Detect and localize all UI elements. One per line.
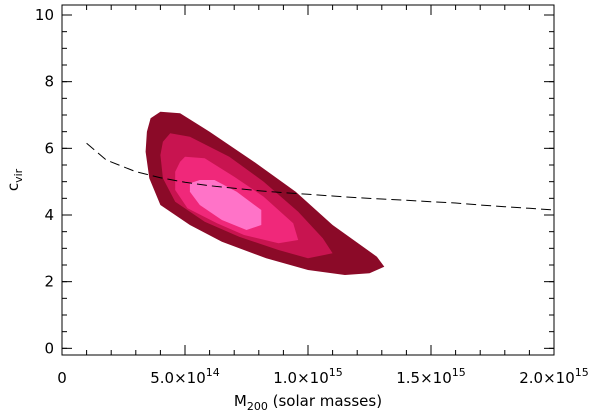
contour-layer — [145, 111, 385, 275]
x-axis-title-rest: (solar masses) — [268, 392, 382, 410]
y-tick-label: 4 — [44, 206, 54, 224]
y-tick-label: 6 — [44, 139, 54, 157]
x-tick-label: 5.0×1014 — [150, 366, 220, 387]
x-axis-title: M200 (solar masses) — [234, 392, 382, 413]
y-axis-title-sub: vir — [12, 168, 25, 183]
y-tick-label: 2 — [44, 273, 54, 291]
contour-level-4 — [189, 180, 262, 230]
x-tick-label: 1.5×1015 — [396, 366, 466, 387]
tick-layer: 0 5.0×1014 1.0×1015 1.5×1015 2.0×1015 0 2 4 6 8 10 — [35, 5, 589, 387]
plot-frame — [61, 4, 555, 356]
y-axis-title: cvir — [4, 168, 25, 191]
x-tick-label: 2.0×1015 — [519, 366, 589, 387]
series-line-0 — [86, 142, 555, 211]
x-tick-label: 0 — [57, 369, 67, 387]
y-tick-label: 10 — [35, 6, 54, 24]
y-tick-label: 8 — [44, 73, 54, 91]
x-tick-label: 1.0×1015 — [273, 366, 343, 387]
x-axis-title-main: M — [234, 392, 247, 410]
series-layer — [86, 142, 555, 211]
x-axis-title-sub: 200 — [247, 400, 268, 413]
y-tick-label: 0 — [44, 339, 54, 357]
y-axis-title-main: c — [4, 183, 22, 191]
